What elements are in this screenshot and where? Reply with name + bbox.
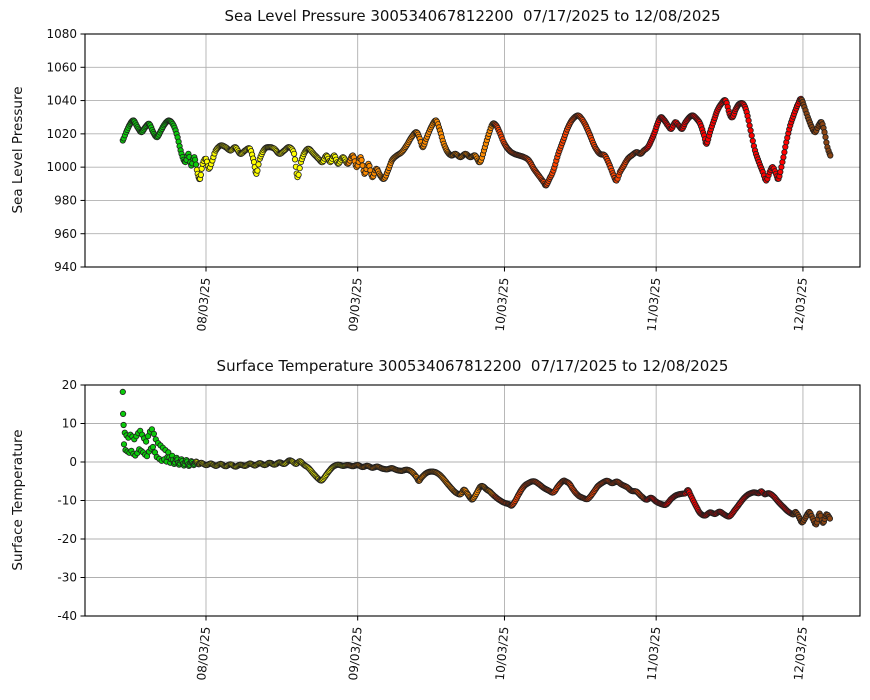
data-point	[821, 129, 828, 136]
data-point	[781, 149, 788, 156]
y-tick-label: 980	[54, 194, 77, 208]
data-point	[290, 150, 298, 157]
data-point	[120, 410, 127, 417]
x-tick-label: 10/03/25	[493, 626, 512, 681]
data-point	[295, 171, 302, 178]
data-point	[150, 430, 157, 437]
data-point	[748, 132, 755, 139]
data-point	[777, 168, 784, 176]
temperature-chart-title: Surface Temperature 300534067812200 07/1…	[216, 357, 729, 375]
y-tick-label: 1000	[46, 160, 77, 174]
y-tick-label: 940	[54, 260, 77, 274]
data-point	[254, 167, 261, 174]
data-point	[746, 122, 753, 129]
data-series	[119, 388, 834, 528]
data-point	[291, 156, 299, 163]
data-point	[120, 441, 128, 448]
y-tick-label: 0	[69, 455, 77, 469]
y-tick-label: -30	[57, 571, 77, 585]
x-tick-label: 10/03/25	[493, 277, 512, 332]
x-tick-label: 11/03/25	[644, 626, 663, 681]
data-point	[296, 165, 303, 172]
x-tick-label: 09/03/25	[346, 626, 365, 681]
data-point	[749, 137, 756, 144]
x-tick-label: 08/03/25	[194, 626, 213, 681]
data-point	[778, 164, 785, 171]
data-point	[780, 154, 787, 161]
y-tick-label: 1060	[46, 60, 77, 74]
data-point	[120, 421, 127, 429]
data-point	[826, 515, 834, 522]
y-tick-label: 1080	[46, 27, 77, 41]
y-tick-label: 10	[62, 417, 77, 431]
data-point	[143, 438, 150, 445]
data-point	[197, 171, 204, 178]
y-tick-label: -20	[57, 532, 77, 546]
x-tick-label: 11/03/25	[644, 277, 663, 332]
axes-box	[84, 33, 861, 268]
x-tick-label: 12/03/25	[791, 277, 810, 332]
pressure-plot: 940 960 980 1000 1020 1040 1060 1080 08/03/25 09/…	[46, 27, 861, 332]
y-tick-label: 1020	[46, 127, 77, 141]
y-tick-label: -40	[57, 609, 77, 623]
data-point	[827, 152, 834, 159]
y-tick-label: -10	[57, 494, 77, 508]
data-point	[747, 127, 754, 134]
temperature-plot: -40 -30 -20 -10 0 10 20 08/03/25 09/03/25 10/03/2…	[57, 378, 861, 681]
data-point	[822, 134, 829, 141]
x-tick-label: 08/03/25	[194, 277, 213, 332]
x-tick-label: 12/03/25	[791, 626, 810, 681]
x-tick-label: 09/03/25	[346, 277, 365, 332]
data-point	[255, 161, 262, 168]
y-tick-label: 1040	[46, 94, 77, 108]
data-point	[119, 388, 126, 395]
data-series	[119, 95, 834, 189]
data-point	[745, 117, 752, 124]
pressure-chart-title: Sea Level Pressure 300534067812200 07/17…	[224, 7, 721, 25]
y-tick-label: 960	[54, 227, 77, 241]
y-tick-label: 20	[62, 378, 77, 392]
data-point	[192, 161, 200, 168]
data-point	[198, 165, 205, 172]
data-point	[149, 443, 156, 451]
data-point	[358, 157, 365, 164]
